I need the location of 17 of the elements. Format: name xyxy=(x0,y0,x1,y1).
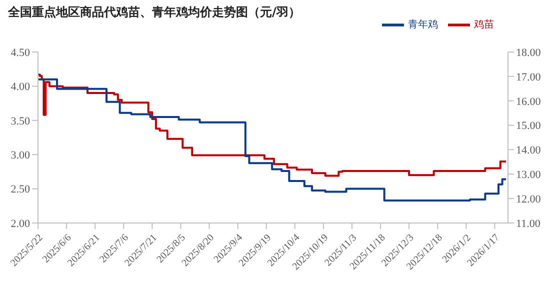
y-tick-label: 4.50 xyxy=(10,46,30,59)
y2-tick-label: 12.00 xyxy=(516,193,542,206)
legend-label: 青年鸡 xyxy=(408,19,438,30)
chart-title: 全国重点地区商品代鸡苗、青年鸡均价走势图（元/羽） xyxy=(8,4,300,21)
y2-tick-label: 14.00 xyxy=(516,144,542,157)
y-tick-label: 3.00 xyxy=(10,150,30,162)
y2-tick-label: 17.00 xyxy=(516,71,542,84)
y2-tick-label: 13.00 xyxy=(516,169,542,182)
legend-label: 鸡苗 xyxy=(474,19,494,30)
y-tick-label: 2.00 xyxy=(10,218,30,230)
y2-tick-label: 16.00 xyxy=(516,96,542,108)
y-tick-label: 4.00 xyxy=(10,81,30,94)
y2-tick-label: 18.00 xyxy=(516,46,542,59)
y2-tick-label: 11.00 xyxy=(516,218,541,230)
y-tick-label: 3.50 xyxy=(10,115,30,128)
y2-tick-label: 15.00 xyxy=(516,120,542,132)
y-tick-label: 2.50 xyxy=(10,184,30,196)
